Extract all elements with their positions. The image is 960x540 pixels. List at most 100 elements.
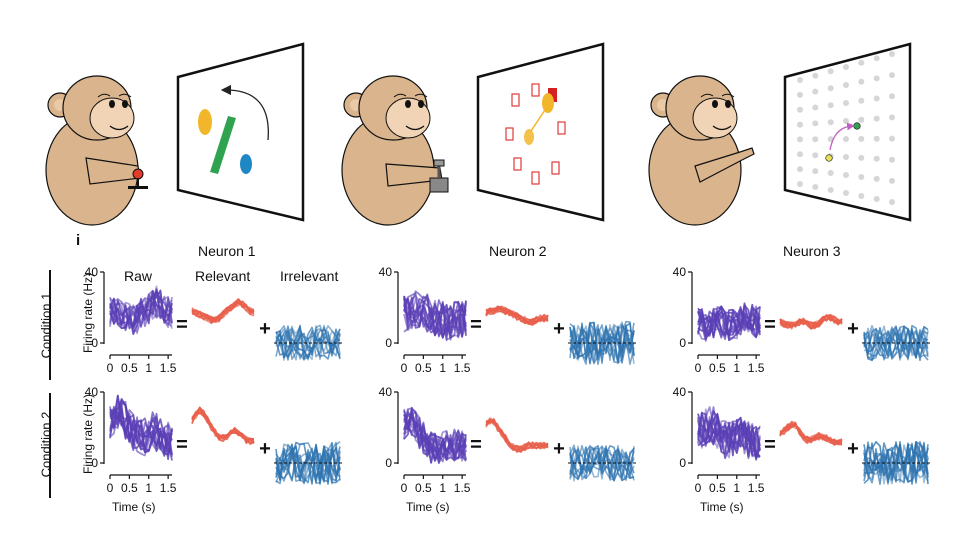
equals-sign: = <box>764 434 776 456</box>
x-tick-label: 0.5 <box>121 361 138 375</box>
equals-sign: = <box>470 314 482 336</box>
y-tick-label: 40 <box>673 265 687 279</box>
grid-dot <box>858 59 865 66</box>
grid-dot <box>873 155 880 162</box>
grid-dot <box>812 152 819 159</box>
monkey-lever-icon <box>341 75 435 226</box>
grid-dot <box>858 78 865 85</box>
relevant-trace <box>779 424 843 445</box>
x-tick-label: 1 <box>733 481 740 495</box>
raw-trace <box>109 285 173 333</box>
grid-dot <box>889 156 895 163</box>
monkey-pointing-icon <box>648 75 742 226</box>
raw-trace <box>403 298 467 341</box>
raw-trace <box>403 293 467 339</box>
irrelevant-trace <box>275 442 341 485</box>
scene-joystick <box>45 42 305 226</box>
equals-sign: = <box>176 314 188 336</box>
relevant-trace <box>485 417 549 451</box>
x-tick-label: 0 <box>695 361 702 375</box>
neuron-1-title: Neuron 1 <box>198 243 256 259</box>
irrelevant-trace <box>275 329 341 358</box>
grid-dot <box>858 135 865 142</box>
x-tick-label: 0 <box>107 481 114 495</box>
y-tick-label: 40 <box>379 385 393 399</box>
irrelevant-trace <box>275 325 341 361</box>
raw-trace <box>697 416 761 458</box>
grid-dot <box>843 118 849 124</box>
raw-trace <box>109 398 173 454</box>
firing-rate-panels: 0 0.5 1 1.5 40 0 = +0 0.5 1 1.5 40 0 = +0 0.5 1 1.5 40 0 = +0… <box>85 265 930 495</box>
y-tick-label: 0 <box>91 336 98 350</box>
grid-dot <box>812 120 819 127</box>
grid-dot <box>889 199 895 205</box>
grid-dot <box>843 154 849 160</box>
raw-trace <box>697 303 761 339</box>
x-tick-label: 0 <box>401 481 408 495</box>
grid-dot <box>827 119 834 126</box>
grid-dot <box>843 190 849 196</box>
x-tick-label: 1.5 <box>454 361 471 375</box>
grid-dot <box>827 187 834 193</box>
x-axis-label: Time (s) <box>406 500 450 514</box>
grid-dot <box>812 104 819 111</box>
grid-dot <box>797 91 803 98</box>
grid-dot <box>858 154 865 161</box>
grid-dot <box>797 136 803 143</box>
screen-3 <box>783 42 912 222</box>
grid-dot <box>873 75 880 82</box>
grid-dot <box>843 100 849 106</box>
irrelevant-trace <box>569 445 635 481</box>
grid-dot <box>843 172 849 178</box>
yellow-ellipse <box>198 109 212 135</box>
relevant-trace <box>485 307 549 326</box>
grid-dot <box>858 97 865 104</box>
x-tick-label: 0 <box>695 481 702 495</box>
grid-dot <box>889 114 895 121</box>
raw-trace <box>697 408 761 459</box>
irrelevant-trace <box>569 448 635 480</box>
grid-dot <box>797 106 803 113</box>
raw-trace <box>403 406 467 455</box>
grid-dot <box>827 170 834 176</box>
grid-dot <box>873 115 880 122</box>
plus-sign: + <box>259 438 271 460</box>
grid-dot <box>873 196 880 202</box>
raw-trace <box>697 307 761 337</box>
y-tick-label: 0 <box>91 456 98 470</box>
grid-dot <box>873 95 880 102</box>
grid-dot <box>812 72 819 79</box>
relevant-trace <box>191 299 255 319</box>
grid-dot <box>843 82 849 88</box>
panel-1-2: 0 0.5 1 1.5 40 0 = + <box>85 385 342 495</box>
col-irrelevant-label: Irrelevant <box>280 268 339 284</box>
grid-dot <box>889 72 895 79</box>
irrelevant-trace <box>275 445 341 484</box>
equals-sign: = <box>764 314 776 336</box>
x-tick-label: 0 <box>401 361 408 375</box>
irrelevant-trace <box>863 329 929 361</box>
grid-dot <box>827 102 834 109</box>
relevant-trace <box>779 317 843 330</box>
x-tick-label: 0.5 <box>709 481 726 495</box>
y-tick-label: 0 <box>385 456 392 470</box>
x-tick-label: 0.5 <box>709 361 726 375</box>
irrelevant-trace <box>863 440 929 483</box>
x-tick-label: 1.5 <box>160 361 177 375</box>
grid-dot <box>812 136 819 143</box>
grid-dot <box>858 174 865 180</box>
grid-dot <box>812 168 819 175</box>
y-tick-label: 40 <box>85 265 99 279</box>
plus-sign: + <box>553 318 565 340</box>
irrelevant-trace <box>275 324 341 358</box>
plus-sign: + <box>847 318 859 340</box>
raw-trace <box>109 294 173 329</box>
x-axis-label: Time (s) <box>112 500 156 514</box>
grid-dot <box>797 181 803 187</box>
grid-dot <box>873 135 880 142</box>
grid-dot <box>858 193 865 199</box>
y-tick-label: 0 <box>385 336 392 350</box>
irrelevant-trace <box>863 441 929 481</box>
